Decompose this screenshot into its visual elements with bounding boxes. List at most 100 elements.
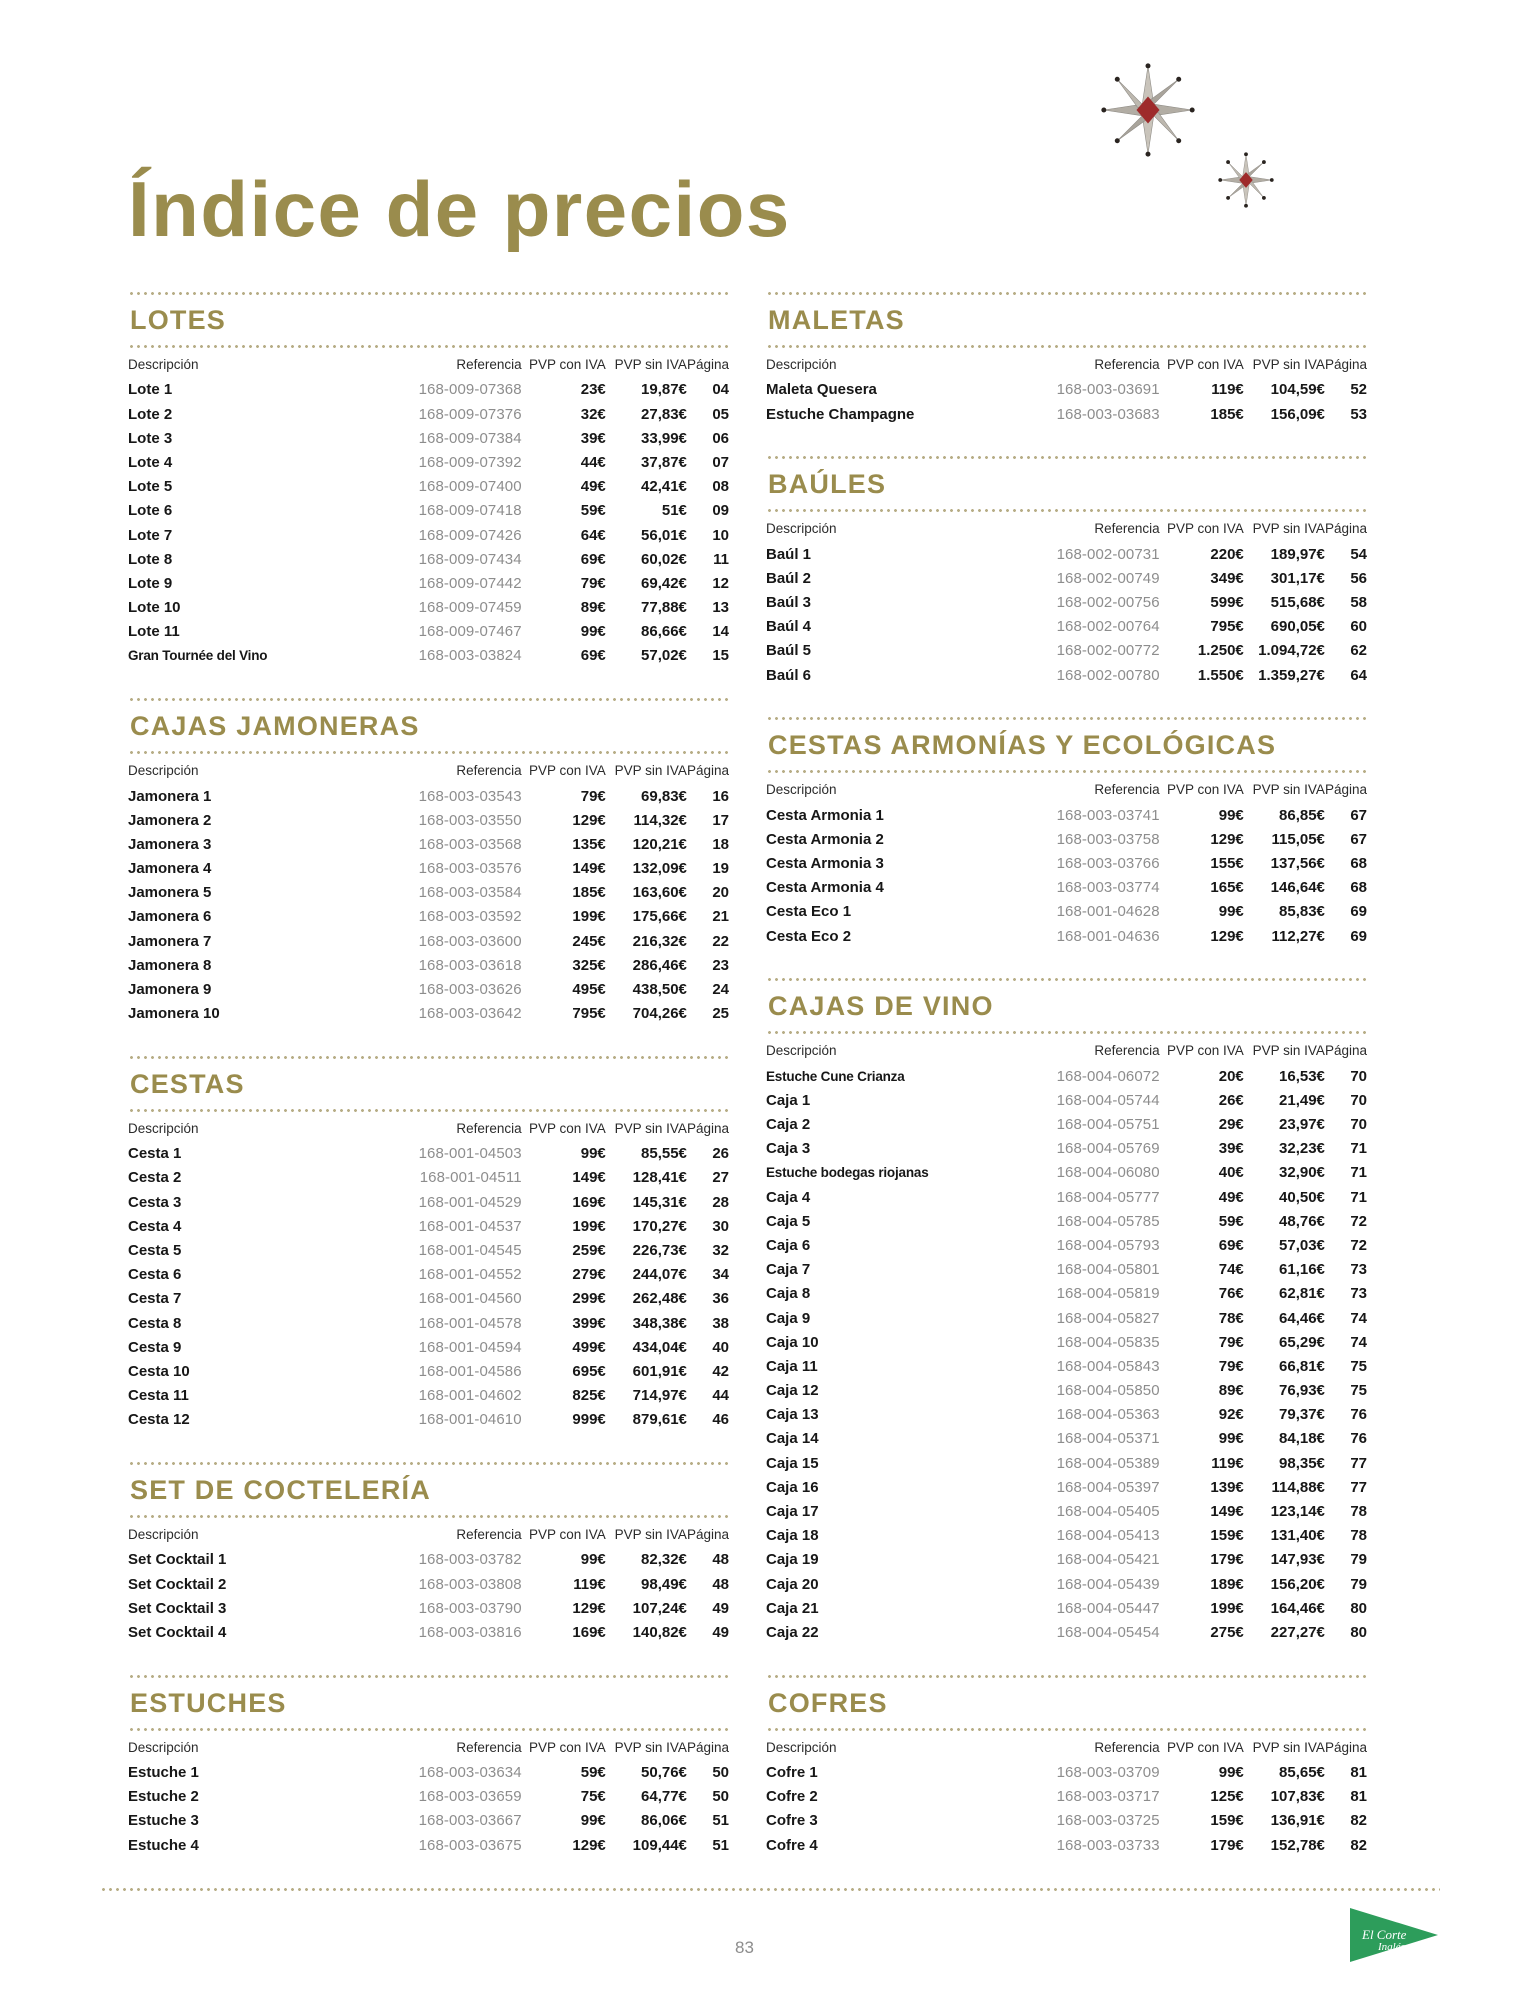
table-row[interactable]: Baúl 2 168-002-00749 349€ 301,17€ 56: [766, 566, 1367, 590]
table-row[interactable]: Lote 3 168-009-07384 39€ 33,99€ 06: [128, 426, 729, 450]
table-row[interactable]: Caja 15 168-004-05389 119€ 98,35€ 77: [766, 1451, 1367, 1475]
table-row[interactable]: Cofre 3 168-003-03725 159€ 136,91€ 82: [766, 1809, 1367, 1833]
table-row[interactable]: Caja 8 168-004-05819 76€ 62,81€ 73: [766, 1282, 1367, 1306]
table-row[interactable]: Caja 21 168-004-05447 199€ 164,46€ 80: [766, 1596, 1367, 1620]
el-corte-ingles-logo: El Corte Inglés: [1348, 1904, 1440, 1966]
table-row[interactable]: Cesta 4 168-001-04537 199€ 170,27€ 30: [128, 1214, 729, 1238]
table-row[interactable]: Caja 7 168-004-05801 74€ 61,16€ 73: [766, 1258, 1367, 1282]
table-row[interactable]: Lote 1 168-009-07368 23€ 19,87€ 04: [128, 378, 729, 402]
table-row[interactable]: Estuche Champagne 168-003-03683 185€ 156,09…: [766, 402, 1367, 426]
cell-referencia: 168-004-05785: [1056, 1212, 1160, 1230]
cell-referencia: 168-004-05751: [1056, 1116, 1160, 1133]
table-row[interactable]: Lote 4 168-009-07392 44€ 37,87€ 07: [128, 450, 729, 474]
table-row[interactable]: Lote 2 168-009-07376 32€ 27,83€ 05: [128, 402, 729, 426]
table-row[interactable]: Caja 9 168-004-05827 78€ 64,46€ 74: [766, 1306, 1367, 1330]
table-row[interactable]: Baúl 4 168-002-00764 795€ 690,05€ 60: [766, 615, 1367, 639]
table-row[interactable]: Estuche 1 168-003-03634 59€ 50,76€ 50: [128, 1761, 729, 1785]
table-row[interactable]: Set Cocktail 1 168-003-03782 99€ 82,32€ 48: [128, 1548, 729, 1572]
table-row[interactable]: Caja 11 168-004-05843 79€ 66,81€ 75: [766, 1354, 1367, 1378]
table-row[interactable]: Caja 22 168-004-05454 275€ 227,27€ 80: [766, 1620, 1367, 1644]
table-row[interactable]: Caja 17 168-004-05405 149€ 123,14€ 78: [766, 1500, 1367, 1524]
table-row[interactable]: Cesta Armonia 2 168-003-03758 129€ 115,05€ 6…: [766, 827, 1367, 851]
table-row[interactable]: Cesta 10 168-001-04586 695€ 601,91€ 42: [128, 1359, 729, 1383]
table-row[interactable]: Caja 16 168-004-05397 139€ 114,88€ 77: [766, 1475, 1367, 1499]
table-row[interactable]: Caja 12 168-004-05850 89€ 76,93€ 75: [766, 1379, 1367, 1403]
cell-pvp-sin-iva: 704,26€: [632, 1005, 687, 1023]
table-row[interactable]: Estuche bodegas riojanas 168-004-06080 40€…: [766, 1161, 1367, 1185]
table-row[interactable]: Cesta 9 168-001-04594 499€ 434,04€ 40: [128, 1335, 729, 1359]
table-row[interactable]: Gran Tournée del Vino 168-003-03824 69€ 57,…: [128, 644, 729, 668]
table-row[interactable]: Set Cocktail 3 168-003-03790 129€ 107,24€ 49: [128, 1596, 729, 1620]
table-row[interactable]: Baúl 5 168-002-00772 1.250€ 1.094,72€ 62: [766, 639, 1367, 663]
table-row[interactable]: Jamonera 10 168-003-03642 795€ 704,26€ 25: [128, 1002, 729, 1026]
table-row[interactable]: Lote 7 168-009-07426 64€ 56,01€ 10: [128, 523, 729, 547]
table-row[interactable]: Cesta 7 168-001-04560 299€ 262,48€ 36: [128, 1287, 729, 1311]
table-row[interactable]: Caja 6 168-004-05793 69€ 57,03€ 72: [766, 1233, 1367, 1257]
table-row[interactable]: Set Cocktail 2 168-003-03808 119€ 98,49€ 48: [128, 1572, 729, 1596]
table-row[interactable]: Lote 11 168-009-07467 99€ 86,66€ 14: [128, 620, 729, 644]
table-row[interactable]: Cesta Armonia 3 168-003-03766 155€ 137,56€ 6…: [766, 852, 1367, 876]
table-row[interactable]: Lote 8 168-009-07434 69€ 60,02€ 11: [128, 547, 729, 571]
table-row[interactable]: Jamonera 8 168-003-03618 325€ 286,46€ 23: [128, 953, 729, 977]
cell-descripcion: Cesta Eco 1: [766, 903, 852, 921]
table-row[interactable]: Cofre 4 168-003-03733 179€ 152,78€ 82: [766, 1833, 1367, 1857]
table-row[interactable]: Caja 19 168-004-05421 179€ 147,93€ 79: [766, 1548, 1367, 1572]
table-row[interactable]: Cesta Armonia 1 168-003-03741 99€ 86,85€ 67: [766, 803, 1367, 827]
table-row[interactable]: Caja 18 168-004-05413 159€ 131,40€ 78: [766, 1524, 1367, 1548]
table-row[interactable]: Cesta Eco 1 168-001-04628 99€ 85,83€ 69: [766, 900, 1367, 924]
cell-referencia: 168-002-00731: [1056, 545, 1160, 563]
table-row[interactable]: Cofre 1 168-003-03709 99€ 85,65€ 81: [766, 1761, 1367, 1785]
table-row[interactable]: Cesta Eco 2 168-001-04636 129€ 112,27€ 69: [766, 924, 1367, 948]
table-row[interactable]: Cesta 2 168-001-04511 149€ 128,41€ 27: [128, 1166, 729, 1190]
table-row[interactable]: Maleta Quesera 168-003-03691 119€ 104,59€ 52: [766, 378, 1367, 402]
table-row[interactable]: Cesta 5 168-001-04545 259€ 226,73€ 32: [128, 1239, 729, 1263]
table-row[interactable]: Estuche 2 168-003-03659 75€ 64,77€ 50: [128, 1785, 729, 1809]
cell-referencia: 168-003-03659: [418, 1788, 522, 1806]
table-row[interactable]: Jamonera 9 168-003-03626 495€ 438,50€ 24: [128, 978, 729, 1002]
table-row[interactable]: Jamonera 2 168-003-03550 129€ 114,32€ 17: [128, 808, 729, 832]
table-row[interactable]: Baúl 3 168-002-00756 599€ 515,68€ 58: [766, 591, 1367, 615]
cell-pvp-con-iva: 159€: [1210, 1527, 1244, 1545]
table-row[interactable]: Jamonera 4 168-003-03576 149€ 132,09€ 19: [128, 857, 729, 881]
table-row[interactable]: Cofre 2 168-003-03717 125€ 107,83€ 81: [766, 1785, 1367, 1809]
table-row[interactable]: Jamonera 1 168-003-03543 79€ 69,83€ 16: [128, 784, 729, 808]
table-row[interactable]: Cesta 3 168-001-04529 169€ 145,31€ 28: [128, 1190, 729, 1214]
table-row[interactable]: Cesta 8 168-001-04578 399€ 348,38€ 38: [128, 1311, 729, 1335]
table-row[interactable]: Caja 5 168-004-05785 59€ 48,76€ 72: [766, 1209, 1367, 1233]
table-row[interactable]: Cesta 6 168-001-04552 279€ 244,07€ 34: [128, 1263, 729, 1287]
table-row[interactable]: Jamonera 5 168-003-03584 185€ 163,60€ 20: [128, 881, 729, 905]
table-row[interactable]: Caja 10 168-004-05835 79€ 65,29€ 74: [766, 1330, 1367, 1354]
table-row[interactable]: Lote 10 168-009-07459 89€ 77,88€ 13: [128, 596, 729, 620]
table-row[interactable]: Caja 4 168-004-05777 49€ 40,50€ 71: [766, 1185, 1367, 1209]
cell-descripcion: Caja 9: [766, 1309, 811, 1327]
table-row[interactable]: Caja 1 168-004-05744 26€ 21,49€ 70: [766, 1088, 1367, 1112]
cell-referencia: 168-003-03717: [1056, 1788, 1160, 1806]
table-row[interactable]: Caja 20 168-004-05439 189€ 156,20€ 79: [766, 1572, 1367, 1596]
cell-descripcion: Cofre 1: [766, 1764, 818, 1781]
table-row[interactable]: Baúl 6 168-002-00780 1.550€ 1.359,27€ 64: [766, 663, 1367, 687]
table-row[interactable]: Cesta 12 168-001-04610 999€ 879,61€ 46: [128, 1408, 729, 1432]
table-row[interactable]: Jamonera 7 168-003-03600 245€ 216,32€ 22: [128, 929, 729, 953]
table-row[interactable]: Baúl 1 168-002-00731 220€ 189,97€ 54: [766, 542, 1367, 566]
table-row[interactable]: Caja 14 168-004-05371 99€ 84,18€ 76: [766, 1427, 1367, 1451]
table-row[interactable]: Caja 3 168-004-05769 39€ 32,23€ 71: [766, 1137, 1367, 1161]
table-row[interactable]: Lote 6 168-009-07418 59€ 51€ 09: [128, 499, 729, 523]
cell-referencia: 168-003-03550: [418, 811, 522, 829]
cell-pvp-sin-iva: 109,44€: [632, 1836, 687, 1854]
table-row[interactable]: Set Cocktail 4 168-003-03816 169€ 140,82€ 49: [128, 1620, 729, 1644]
table-row[interactable]: Cesta Armonia 4 168-003-03774 165€ 146,64€ 6…: [766, 876, 1367, 900]
table-row[interactable]: Estuche Cune Crianza 168-004-06072 20€ 16,5…: [766, 1064, 1367, 1088]
table-row[interactable]: Cesta 11 168-001-04602 825€ 714,97€ 44: [128, 1384, 729, 1408]
column-header-referencia: Referencia: [456, 1739, 522, 1755]
table-row[interactable]: Estuche 4 168-003-03675 129€ 109,44€ 51: [128, 1833, 729, 1857]
column-header-pvp-con-iva: PVP con IVA: [528, 1120, 606, 1136]
table-row[interactable]: Lote 5 168-009-07400 49€ 42,41€ 08: [128, 475, 729, 499]
table-row[interactable]: Jamonera 6 168-003-03592 199€ 175,66€ 21: [128, 905, 729, 929]
table-row[interactable]: Caja 2 168-004-05751 29€ 23,97€ 70: [766, 1113, 1367, 1137]
table-row[interactable]: Estuche 3 168-003-03667 99€ 86,06€ 51: [128, 1809, 729, 1833]
table-row[interactable]: Lote 9 168-009-07442 79€ 69,42€ 12: [128, 571, 729, 595]
table-row[interactable]: Cesta 1 168-001-04503 99€ 85,55€ 26: [128, 1142, 729, 1166]
table-row[interactable]: Caja 13 168-004-05363 92€ 79,37€ 76: [766, 1403, 1367, 1427]
table-row[interactable]: Jamonera 3 168-003-03568 135€ 120,21€ 18: [128, 832, 729, 856]
